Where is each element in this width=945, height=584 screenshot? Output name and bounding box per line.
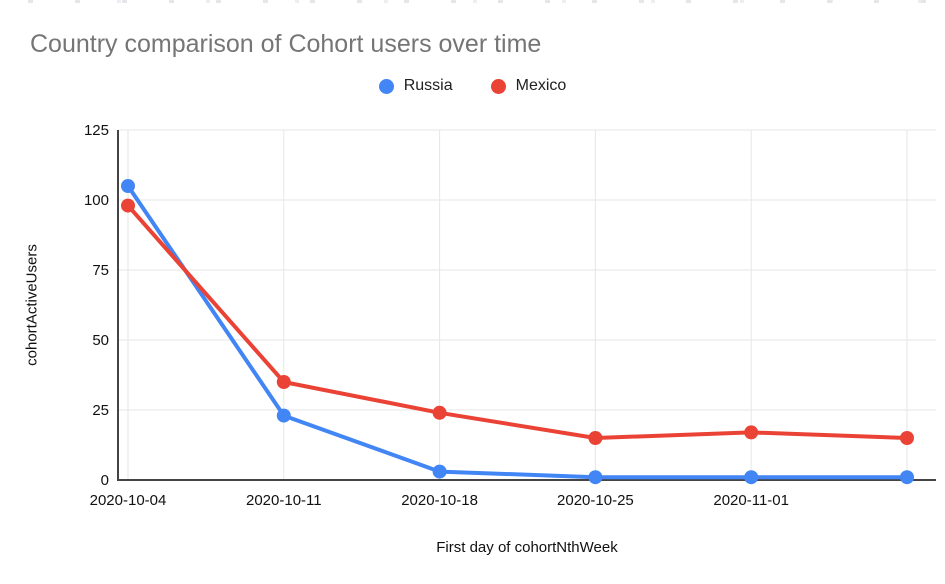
chart-title: Country comparison of Cohort users over … (30, 30, 542, 58)
data-point-mexico (432, 405, 447, 420)
y-tick-label: 125 (84, 122, 109, 139)
y-tick-label: 75 (92, 262, 109, 279)
data-point-russia (900, 470, 914, 485)
data-point-mexico (744, 425, 759, 440)
x-tick-label: 2020-10-04 (90, 492, 167, 509)
x-tick-label: 2020-11-01 (713, 492, 789, 509)
data-point-mexico (588, 431, 603, 445)
data-point-mexico (276, 375, 291, 389)
legend-item-russia: Russia (378, 77, 453, 95)
chart-legend: Russia Mexico (0, 77, 945, 95)
data-point-russia (276, 408, 291, 423)
y-tick-label: 25 (92, 402, 109, 419)
data-point-russia (744, 470, 759, 485)
data-point-russia (432, 464, 447, 479)
legend-dot-icon (378, 78, 394, 94)
legend-label: Russia (403, 77, 453, 94)
x-tick-label: 2020-10-25 (557, 492, 634, 509)
legend-item-mexico: Mexico (490, 77, 567, 95)
x-tick-label: 2020-10-11 (246, 492, 322, 509)
y-axis-title: cohortActiveUsers (23, 244, 41, 366)
series-line-mexico (126, 203, 909, 440)
series-line-russia (126, 184, 909, 480)
data-point-mexico (121, 198, 135, 213)
x-axis-title: First day of cohortNthWeek (436, 539, 618, 556)
legend-label: Mexico (515, 77, 567, 94)
x-tick-label: 2020-10-18 (401, 492, 478, 509)
data-point-mexico (900, 431, 914, 445)
data-point-russia (588, 470, 603, 485)
y-tick-label: 0 (101, 472, 109, 489)
cutoff-text-fragment (28, 0, 927, 3)
y-tick-label: 100 (84, 192, 109, 209)
y-tick-label: 50 (92, 332, 109, 349)
data-point-russia (121, 179, 135, 193)
legend-dot-icon (490, 78, 506, 94)
